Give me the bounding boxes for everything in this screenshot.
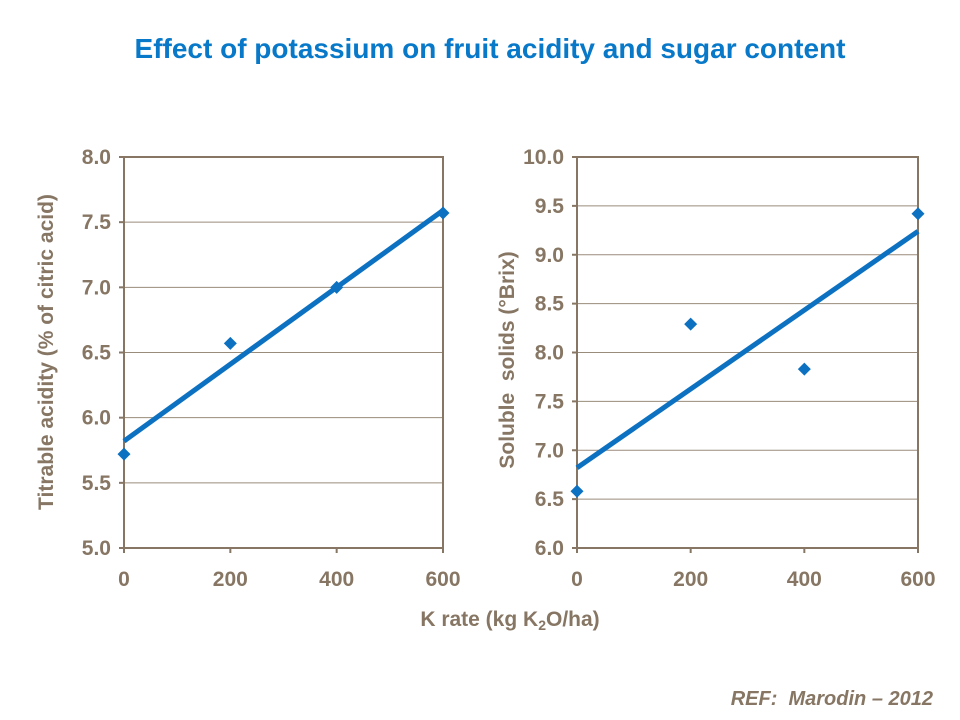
trendline — [575, 229, 920, 470]
y-tick-label: 10.0 — [523, 146, 564, 169]
y-tick-label: 6.5 — [82, 342, 112, 365]
right-chart-soluble-solids: 6.0 6.5 7.0 7.5 8.0 8.5 9.0 9.5 10.0 0 200 400 600 — [523, 146, 935, 591]
y-tick-label: 7.5 — [535, 390, 565, 413]
x-tick-label: 400 — [787, 568, 822, 591]
x-tick-label: 600 — [900, 568, 935, 591]
trendline — [122, 208, 445, 444]
y-tick-label: 5.0 — [82, 537, 111, 560]
y-tick-label: 5.5 — [82, 472, 112, 495]
reference-citation: REF: Marodin – 2012 — [730, 688, 933, 710]
y-tick-label: 8.5 — [535, 293, 565, 316]
x-tick-label: 0 — [118, 568, 130, 591]
x-tick-label: 600 — [425, 568, 460, 591]
left-chart-acidity: 5.0 5.5 6.0 6.5 7.0 7.5 8.0 0 200 400 600 — [82, 146, 461, 591]
x-axis-title-subscript: 2 — [538, 617, 546, 633]
y-tick-label: 6.0 — [82, 407, 111, 430]
data-point-marker — [330, 280, 344, 294]
x-axis-title-text-end: O/ha) — [545, 608, 600, 631]
slide-title: Effect of potassium on fruit acidity and… — [134, 33, 846, 64]
y-tick-label: 6.5 — [535, 488, 565, 511]
y-tick-label: 9.0 — [535, 244, 564, 267]
shared-x-axis-title: K rate (kg K2O/ha) — [60, 608, 960, 640]
y-tick-label: 8.0 — [535, 342, 564, 365]
x-tick-label: 400 — [319, 568, 354, 591]
x-tick-label: 200 — [673, 568, 708, 591]
y-tick-label: 7.0 — [82, 276, 111, 299]
x-tick-label: 200 — [213, 568, 248, 591]
data-point-marker — [684, 317, 698, 331]
y-tick-label: 7.5 — [82, 211, 112, 234]
y-tick-label: 6.0 — [535, 537, 564, 560]
data-point-marker — [223, 336, 237, 350]
x-tick-label: 0 — [571, 568, 583, 591]
data-point-marker — [570, 484, 584, 498]
data-point-marker — [436, 206, 450, 220]
y-tick-label: 7.0 — [535, 439, 564, 462]
data-point-marker — [117, 447, 131, 461]
x-axis-title-text: K rate (kg K — [420, 608, 539, 631]
y-tick-label: 8.0 — [82, 146, 111, 169]
data-point-marker — [797, 362, 811, 376]
data-point-marker — [911, 207, 925, 221]
y-tick-label: 9.5 — [535, 195, 565, 218]
